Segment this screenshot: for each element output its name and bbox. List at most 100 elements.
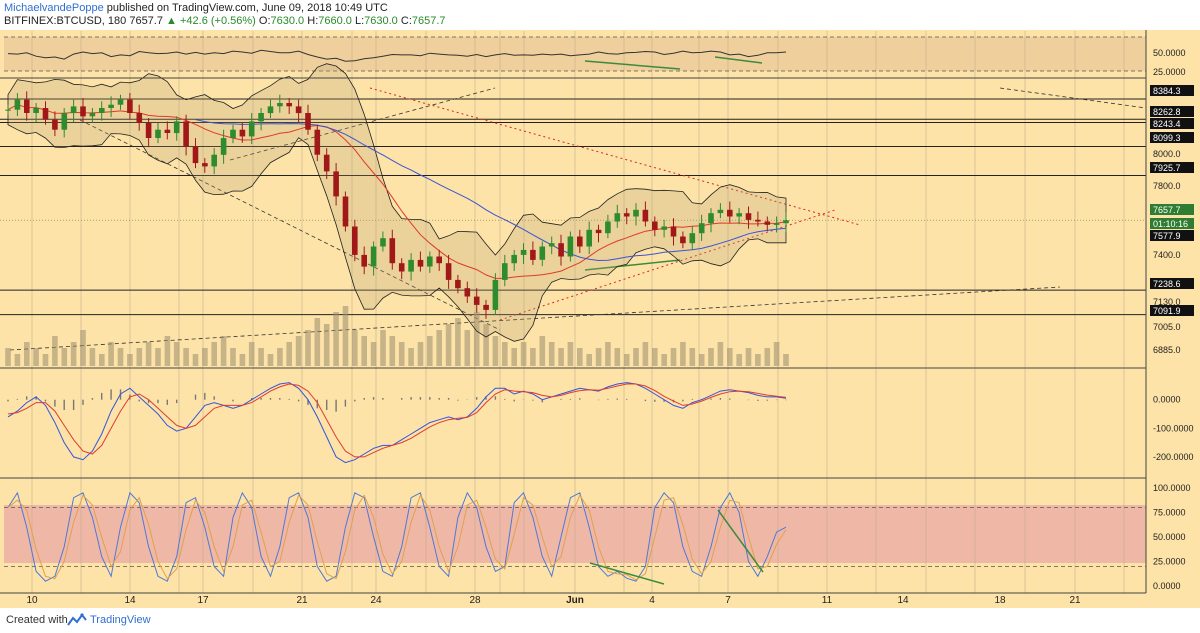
volume-bar xyxy=(314,318,321,366)
volume-bar xyxy=(33,348,39,366)
volume-bar xyxy=(445,324,452,366)
volume-bar xyxy=(380,330,386,366)
candle-body xyxy=(80,106,86,117)
volume-bar xyxy=(211,342,217,366)
stoch-tick-label: 25.0000 xyxy=(1153,557,1186,567)
candle-body xyxy=(361,254,367,267)
candle-body xyxy=(595,229,602,234)
candle-body xyxy=(539,246,546,260)
macd-pane: 0.0000 -100.0000 -200.0000 xyxy=(7,382,1194,464)
volume-bar xyxy=(398,342,405,366)
candle-body xyxy=(164,129,171,133)
candle-body xyxy=(661,226,667,230)
volume-bar xyxy=(267,354,274,366)
ma-blue-line xyxy=(195,119,787,262)
time-tick-label: 28 xyxy=(469,595,481,606)
volume-bar xyxy=(670,348,677,366)
candle-body xyxy=(352,226,358,255)
candle-body xyxy=(52,119,58,130)
ohlc-line: BITFINEX:BTCUSD, 180 7657.7 ▲ +42.6 (+0.… xyxy=(4,15,446,28)
candle-body xyxy=(642,209,649,222)
volume-bar xyxy=(389,336,396,366)
volume-bar xyxy=(623,354,630,366)
candle-body xyxy=(333,171,339,197)
change-value: +42.6 (+0.56%) xyxy=(180,15,256,27)
price-tick-label: 8000.0 xyxy=(1153,149,1181,159)
price-tick-label: 7238.6 xyxy=(1153,279,1181,289)
volume-bar xyxy=(108,342,114,366)
macd-tick-label: 0.0000 xyxy=(1153,395,1181,405)
macd-signal-line xyxy=(7,383,787,458)
volume-bar xyxy=(492,336,499,366)
candle-body xyxy=(127,99,133,113)
candle-body xyxy=(248,121,255,137)
tradingview-logo-icon xyxy=(67,613,87,626)
volume-bar xyxy=(586,354,592,366)
candle-body xyxy=(61,113,68,130)
candle-body xyxy=(577,236,583,247)
candle-body xyxy=(89,113,96,117)
candle-body xyxy=(398,263,405,272)
candle-body xyxy=(145,123,152,138)
volume-bar xyxy=(192,354,199,366)
candle-body xyxy=(623,213,630,217)
time-tick-label: 7 xyxy=(725,595,731,606)
footer: Created with TradingView xyxy=(0,608,1200,633)
macd-tick-label: -100.0000 xyxy=(1153,423,1194,433)
volume-bar xyxy=(42,354,49,366)
volume-bar xyxy=(473,312,480,366)
volume-bar xyxy=(464,330,471,366)
volume-bar xyxy=(258,348,264,366)
volume-bar xyxy=(99,354,105,366)
published-text: published on TradingView.com, June 09, 2… xyxy=(106,2,388,14)
volume-bar xyxy=(558,348,564,366)
volume-bar xyxy=(164,336,171,366)
volume-bar xyxy=(539,336,546,366)
volume-bar xyxy=(61,348,68,366)
publish-line: MichaelvandePoppe published on TradingVi… xyxy=(4,2,388,15)
volume-bar xyxy=(305,330,311,366)
candle-body xyxy=(455,279,461,289)
price-label-box xyxy=(1150,106,1194,117)
candle-body xyxy=(755,219,761,222)
tradingview-brand-link[interactable]: TradingView xyxy=(90,614,151,626)
price-tick-label: 01:10:16 xyxy=(1153,219,1188,229)
volume-bar xyxy=(455,318,461,366)
volume-bar xyxy=(689,348,696,366)
volume-bar xyxy=(661,354,667,366)
time-tick-label: 14 xyxy=(124,595,136,606)
top-right-trendline xyxy=(999,87,1147,109)
candle-body xyxy=(558,243,564,257)
volume-bar xyxy=(483,324,489,366)
volume-bar xyxy=(783,354,789,366)
volume-bar xyxy=(548,342,555,366)
red-support-line xyxy=(499,209,836,321)
bollinger-band xyxy=(7,63,787,342)
candle-body xyxy=(108,104,114,108)
author-link[interactable]: MichaelvandePoppe xyxy=(4,2,104,14)
high-label: H: xyxy=(307,15,319,27)
volume-bar xyxy=(530,348,536,366)
volume-bar xyxy=(764,348,771,366)
candle-body xyxy=(530,249,536,260)
volume-bar xyxy=(220,336,227,366)
price-tick-label: 8243.4 xyxy=(1153,119,1181,129)
volume-bar xyxy=(717,342,724,366)
volume-bar xyxy=(361,336,367,366)
volume-bar xyxy=(708,348,714,366)
stoch-d-line xyxy=(7,494,787,581)
candle-body xyxy=(483,304,489,310)
time-tick-label: 18 xyxy=(994,595,1006,606)
candle-body xyxy=(380,238,386,247)
time-tick-label: 24 xyxy=(370,595,382,606)
candle-body xyxy=(670,226,677,237)
volume-bar xyxy=(370,342,377,366)
volume-bar xyxy=(52,336,58,366)
price-tick-label: 8099.3 xyxy=(1153,133,1181,143)
price-tick-label: 7577.9 xyxy=(1153,231,1181,241)
candle-body xyxy=(183,121,189,147)
volume-bar xyxy=(155,348,161,366)
candle-body xyxy=(277,103,283,107)
time-tick-label: 11 xyxy=(822,595,833,606)
